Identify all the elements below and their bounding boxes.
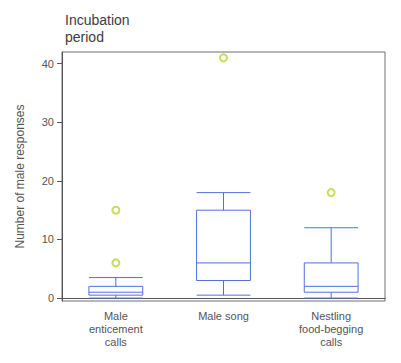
svg-text:0: 0 bbox=[48, 292, 54, 304]
svg-text:40: 40 bbox=[42, 58, 54, 70]
svg-text:calls: calls bbox=[105, 336, 128, 348]
svg-text:Male song: Male song bbox=[198, 310, 249, 322]
svg-text:Nestling: Nestling bbox=[311, 310, 351, 322]
svg-text:Male: Male bbox=[104, 310, 128, 322]
svg-text:period: period bbox=[65, 29, 104, 45]
svg-text:10: 10 bbox=[42, 233, 54, 245]
svg-text:calls: calls bbox=[320, 336, 343, 348]
svg-text:20: 20 bbox=[42, 175, 54, 187]
svg-text:30: 30 bbox=[42, 116, 54, 128]
svg-text:Incubation: Incubation bbox=[65, 12, 130, 28]
svg-text:enticement: enticement bbox=[89, 323, 143, 335]
svg-text:food-begging: food-begging bbox=[299, 323, 363, 335]
svg-text:Number of male responses: Number of male responses bbox=[13, 104, 27, 248]
